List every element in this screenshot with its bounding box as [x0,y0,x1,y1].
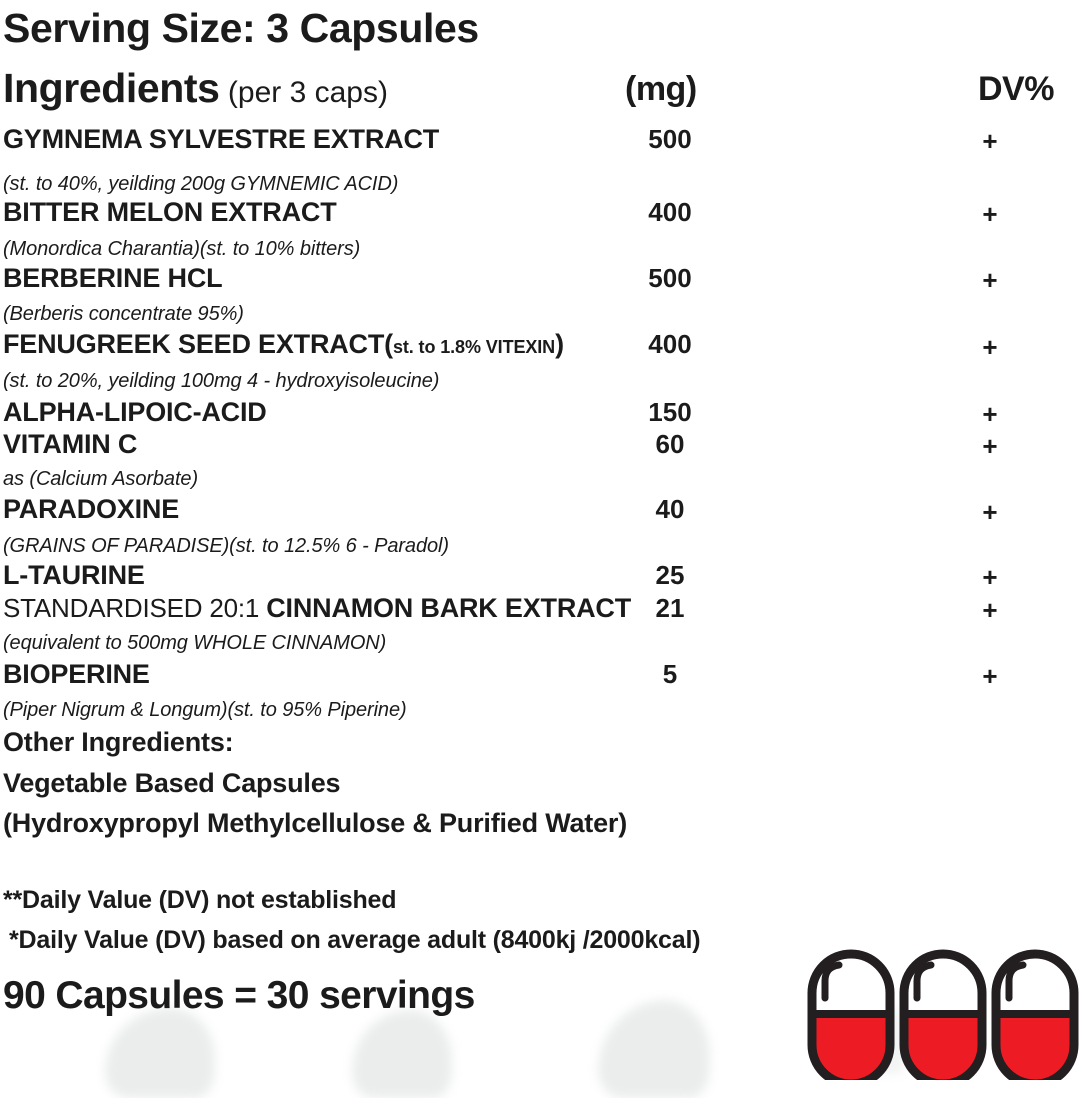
ingredient-note: (Piper Nigrum & Longum)(st. to 95% Piper… [3,699,407,721]
ingredient-amount: 400 [648,329,692,359]
ingredient-daily-value: + [982,497,998,527]
ingredient-name: VITAMIN C [3,429,138,459]
ingredient-name: GYMNEMA SYLVESTRE EXTRACT [3,124,440,154]
ingredient-daily-value: + [982,199,998,229]
capsule-group-svg [807,949,1079,1089]
ingredient-name: BERBERINE HCL [3,263,223,293]
ingredient-note: (GRAINS OF PARADISE)(st. to 12.5% 6 - Pa… [3,535,449,557]
footnote-dv-not-established: **Daily Value (DV) not established [3,886,397,914]
ingredient-amount: 400 [648,197,692,227]
ingredient-name: BITTER MELON EXTRACT [3,197,337,227]
other-ingredients-line-1: Vegetable Based Capsules [3,768,341,798]
ingredients-heading-main: Ingredients [3,65,220,111]
ingredient-amount: 5 [662,659,678,689]
ingredient-daily-value: + [982,661,998,691]
ingredient-note: (st. to 40%, yeilding 200g GYMNEMIC ACID… [3,173,399,195]
ingredient-note: as (Calcium Asorbate) [3,468,198,490]
ingredient-note: (Berberis concentrate 95%) [3,303,244,325]
ingredient-name: BIOPERINE [3,659,150,689]
ingredient-name: ALPHA-LIPOIC-ACID [3,397,267,427]
column-header-daily-value: DV% [978,70,1054,108]
ingredient-amount: 40 [655,494,685,524]
capsule-illustration [806,948,1080,1089]
ingredient-amount: 150 [648,397,692,427]
serving-size-title: Serving Size: 3 Capsules [3,5,479,51]
ingredient-note: (Monordica Charantia)(st. to 10% bitters… [3,238,361,260]
ingredient-name-tail: ) [555,329,564,359]
ingredient-daily-value: + [982,595,998,625]
ingredient-daily-value: + [982,126,998,156]
capsule-highlight [821,961,843,1002]
capsule-highlight [1005,961,1027,1002]
ingredient-name: FENUGREEK SEED EXTRACT(st. to 1.8% VITEX… [3,331,1077,358]
ingredient-name-qualifier: st. to 1.8% VITEXIN [392,337,556,357]
ingredient-amount: 60 [655,429,685,459]
ingredient-name: PARADOXINE [3,494,180,524]
ingredient-amount: 25 [655,560,685,590]
ingredient-amount: 500 [648,124,692,154]
other-ingredients-title: Other Ingredients: [3,727,234,757]
ingredients-heading-sub: (per 3 caps) [219,76,388,109]
capsule-highlight [913,961,935,1002]
capsule-icon [807,949,895,1089]
ingredient-name-prefix: STANDARDISED 20:1 [3,593,267,623]
ingredient-note: (st. to 20%, yeilding 100mg 4 - hydroxyi… [3,370,440,392]
ingredient-daily-value: + [982,332,998,362]
ingredient-daily-value: + [982,265,998,295]
total-capsules-servings: 90 Capsules = 30 servings [3,974,475,1017]
capsule-icon [991,949,1079,1089]
ingredient-name: L-TAURINE [3,560,145,590]
ingredient-daily-value: + [982,399,998,429]
other-ingredients-line-2: (Hydroxypropyl Methylcellulose & Purifie… [3,808,628,838]
column-header-amount: (mg) [625,70,697,108]
ingredient-amount: 500 [648,263,692,293]
capsule-icon [899,949,987,1089]
ingredient-daily-value: + [982,562,998,592]
footnote-dv-basis: *Daily Value (DV) based on average adult… [9,926,701,954]
ingredient-name: STANDARDISED 20:1 CINNAMON BARK EXTRACT [3,595,1077,622]
ingredient-daily-value: + [982,431,998,461]
ingredient-name-main: CINNAMON BARK EXTRACT [266,593,632,623]
ingredient-name-main: FENUGREEK SEED EXTRACT( [3,329,393,359]
ingredient-amount: 21 [655,593,685,623]
ingredients-heading: Ingredients (per 3 caps) [3,68,1077,109]
ingredient-note: (equivalent to 500mg WHOLE CINNAMON) [3,632,387,654]
